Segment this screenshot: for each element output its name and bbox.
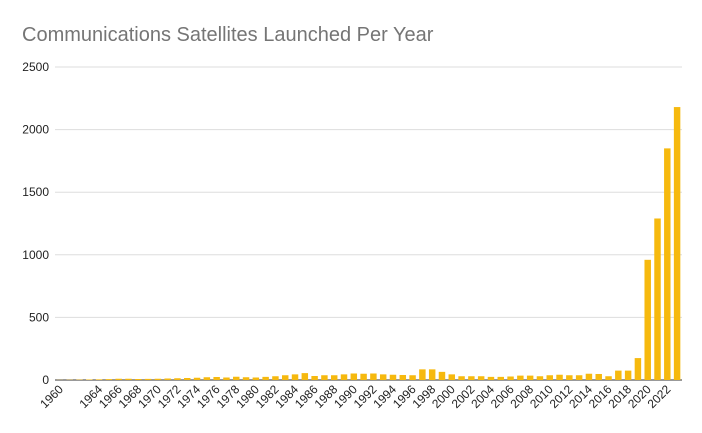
bar — [399, 374, 407, 380]
bar — [105, 379, 113, 380]
y-tick-label: 2000 — [22, 123, 49, 137]
y-tick-label: 0 — [42, 373, 49, 387]
bar — [144, 378, 152, 380]
y-tick-label: 500 — [29, 310, 49, 324]
bar — [203, 377, 211, 380]
bar — [517, 375, 524, 380]
bar — [624, 370, 632, 380]
bar — [438, 371, 446, 380]
bar — [252, 377, 260, 380]
bar — [262, 376, 269, 380]
bar — [389, 374, 397, 380]
bar — [125, 378, 132, 380]
bar — [154, 378, 162, 380]
bar — [654, 218, 661, 380]
bar — [223, 377, 230, 380]
bar — [311, 375, 318, 380]
bar — [507, 376, 514, 380]
bar — [585, 373, 593, 380]
bar — [174, 378, 181, 380]
bar — [536, 376, 544, 380]
bar — [487, 376, 495, 380]
bar — [360, 373, 367, 380]
bar — [428, 369, 436, 380]
bar — [556, 374, 563, 380]
bar — [468, 376, 475, 380]
x-tick-label: 2022 — [645, 382, 674, 411]
bar — [664, 148, 671, 380]
bar — [497, 376, 504, 380]
bar — [379, 374, 387, 380]
bar — [350, 373, 358, 380]
bar — [644, 259, 651, 380]
bar — [605, 376, 612, 380]
bar — [272, 376, 279, 380]
bar — [115, 378, 122, 380]
bar — [575, 375, 583, 380]
bar — [546, 375, 553, 380]
y-tick-label: 1000 — [22, 248, 49, 262]
bar — [448, 374, 456, 380]
bar — [233, 376, 240, 380]
bar — [213, 376, 220, 380]
bar — [281, 375, 289, 380]
bar — [291, 374, 299, 380]
bar — [595, 373, 602, 380]
bar — [95, 379, 103, 380]
bar — [634, 358, 642, 380]
chart-title: Communications Satellites Launched Per Y… — [22, 24, 434, 46]
bar — [86, 379, 93, 380]
bar — [330, 375, 338, 380]
bar — [673, 107, 681, 381]
bar — [370, 373, 377, 380]
bar — [615, 370, 622, 380]
bar — [419, 369, 426, 380]
bar — [184, 377, 191, 380]
bar — [340, 374, 348, 380]
bar — [409, 375, 416, 380]
bar — [458, 376, 465, 380]
bar — [301, 373, 309, 380]
bar — [135, 378, 142, 380]
bar — [193, 377, 201, 380]
y-tick-label: 1500 — [22, 185, 49, 199]
bar — [526, 375, 534, 380]
y-tick-label: 2500 — [22, 60, 49, 74]
bar — [242, 377, 250, 380]
bar — [164, 378, 171, 380]
bar — [566, 375, 573, 380]
bar — [321, 375, 328, 380]
bar — [477, 376, 485, 380]
